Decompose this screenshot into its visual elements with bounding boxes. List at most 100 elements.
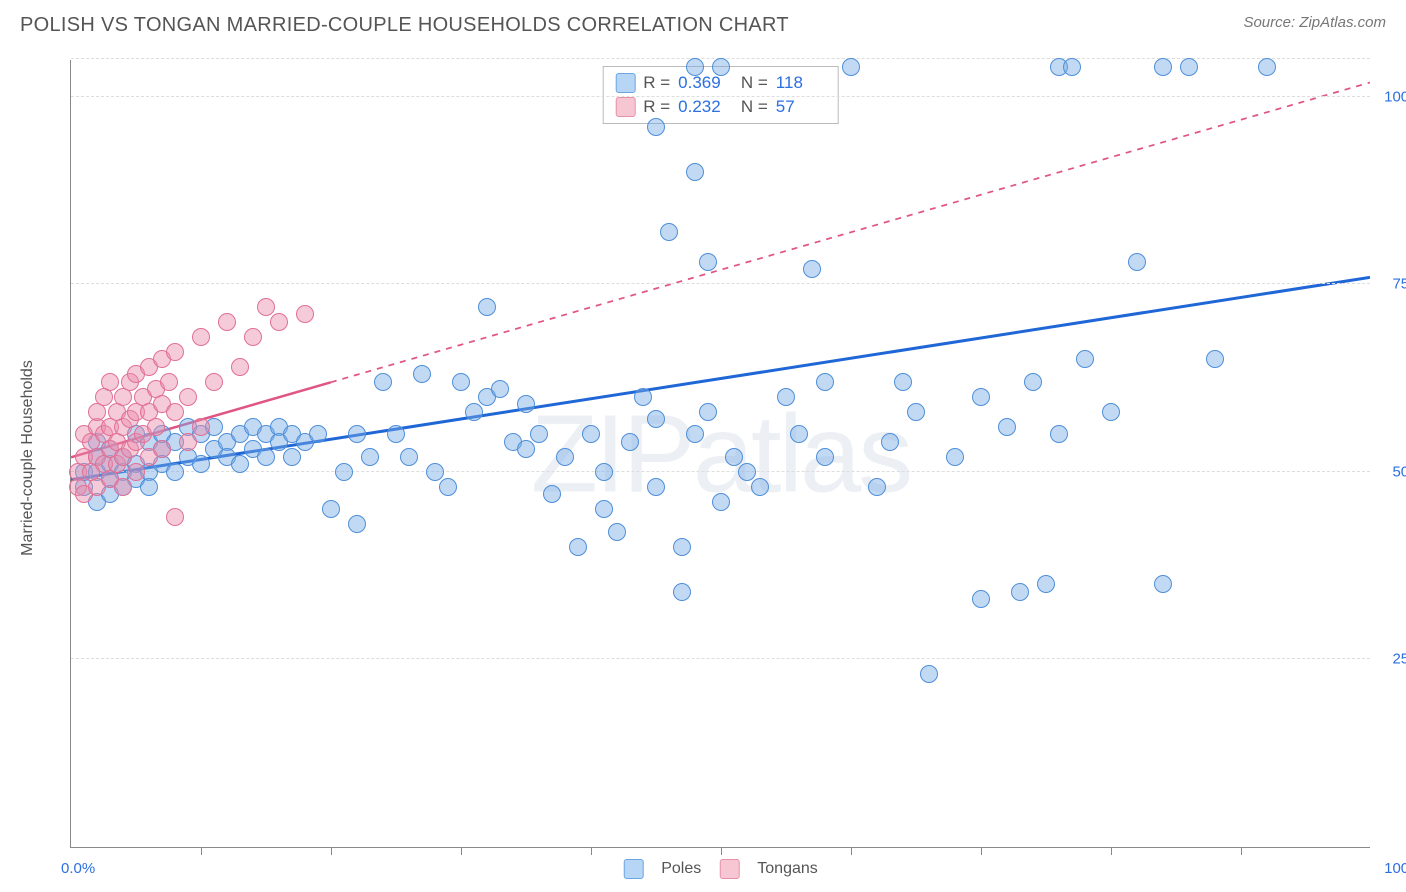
scatter-point [257,298,275,316]
scatter-point [907,403,925,421]
scatter-point [114,478,132,496]
stat-key-n: N = [736,97,768,117]
stat-val-r: 0.369 [678,73,728,93]
scatter-point [699,253,717,271]
scatter-point [556,448,574,466]
stat-val-n: 57 [776,97,826,117]
x-tick [591,847,592,855]
scatter-point [946,448,964,466]
gridline [71,283,1370,284]
scatter-point [751,478,769,496]
x-axis-max-label: 100.0% [1384,860,1406,877]
swatch-icon [615,97,635,117]
scatter-point [543,485,561,503]
scatter-point [608,523,626,541]
scatter-point [140,478,158,496]
scatter-point [673,538,691,556]
x-tick [721,847,722,855]
gridline [71,96,1370,97]
scatter-point [647,410,665,428]
scatter-point [147,418,165,436]
scatter-point [160,373,178,391]
scatter-point [972,590,990,608]
stat-key-r: R = [643,73,670,93]
stats-row-tongans: R = 0.232 N = 57 [615,95,826,119]
scatter-point [686,163,704,181]
gridline [71,471,1370,472]
plot-area: ZIPatlas R = 0.369 N = 118 R = 0.232 N =… [70,60,1370,848]
x-tick [981,847,982,855]
scatter-point [166,463,184,481]
legend-bottom: Poles Tongans [623,859,818,879]
scatter-point [296,305,314,323]
scatter-point [348,425,366,443]
chart-header: POLISH VS TONGAN MARRIED-COUPLE HOUSEHOL… [0,0,1406,43]
scatter-point [439,478,457,496]
y-tick-label: 75.0% [1392,276,1406,293]
swatch-icon [719,859,739,879]
x-tick [1241,847,1242,855]
scatter-point [374,373,392,391]
legend-label: Poles [661,860,701,878]
scatter-point [881,433,899,451]
scatter-point [1206,350,1224,368]
x-axis-min-label: 0.0% [61,860,95,877]
scatter-point [166,403,184,421]
scatter-point [1050,425,1068,443]
scatter-point [803,260,821,278]
scatter-point [153,440,171,458]
scatter-point [361,448,379,466]
scatter-point [231,455,249,473]
scatter-point [465,403,483,421]
scatter-point [244,328,262,346]
scatter-point [452,373,470,391]
gridline [71,658,1370,659]
scatter-point [1154,575,1172,593]
scatter-point [868,478,886,496]
chart-container: Married-couple Households ZIPatlas R = 0… [20,48,1390,868]
scatter-point [1154,58,1172,76]
scatter-point [309,425,327,443]
x-tick [1111,847,1112,855]
scatter-point [673,583,691,601]
scatter-point [1011,583,1029,601]
x-tick [201,847,202,855]
scatter-point [335,463,353,481]
scatter-point [686,425,704,443]
scatter-point [894,373,912,391]
scatter-point [517,395,535,413]
source-label: Source: ZipAtlas.com [1243,14,1386,31]
chart-title: POLISH VS TONGAN MARRIED-COUPLE HOUSEHOL… [20,14,789,37]
scatter-point [1076,350,1094,368]
scatter-point [634,388,652,406]
y-tick-label: 50.0% [1392,463,1406,480]
scatter-point [647,118,665,136]
scatter-point [1102,403,1120,421]
scatter-point [660,223,678,241]
y-tick-label: 100.0% [1384,88,1406,105]
scatter-point [192,328,210,346]
stat-val-n: 118 [776,73,826,93]
scatter-point [712,58,730,76]
scatter-point [179,388,197,406]
scatter-point [322,500,340,518]
scatter-point [699,403,717,421]
scatter-point [595,463,613,481]
x-tick [851,847,852,855]
scatter-point [348,515,366,533]
stat-key-n: N = [736,73,768,93]
scatter-point [595,500,613,518]
y-axis-label: Married-couple Households [19,360,37,556]
scatter-point [777,388,795,406]
scatter-point [842,58,860,76]
scatter-point [166,343,184,361]
scatter-point [725,448,743,466]
scatter-point [205,373,223,391]
stat-val-r: 0.232 [678,97,728,117]
scatter-point [816,448,834,466]
scatter-point [491,380,509,398]
scatter-point [283,448,301,466]
scatter-point [920,665,938,683]
scatter-point [998,418,1016,436]
scatter-point [582,425,600,443]
